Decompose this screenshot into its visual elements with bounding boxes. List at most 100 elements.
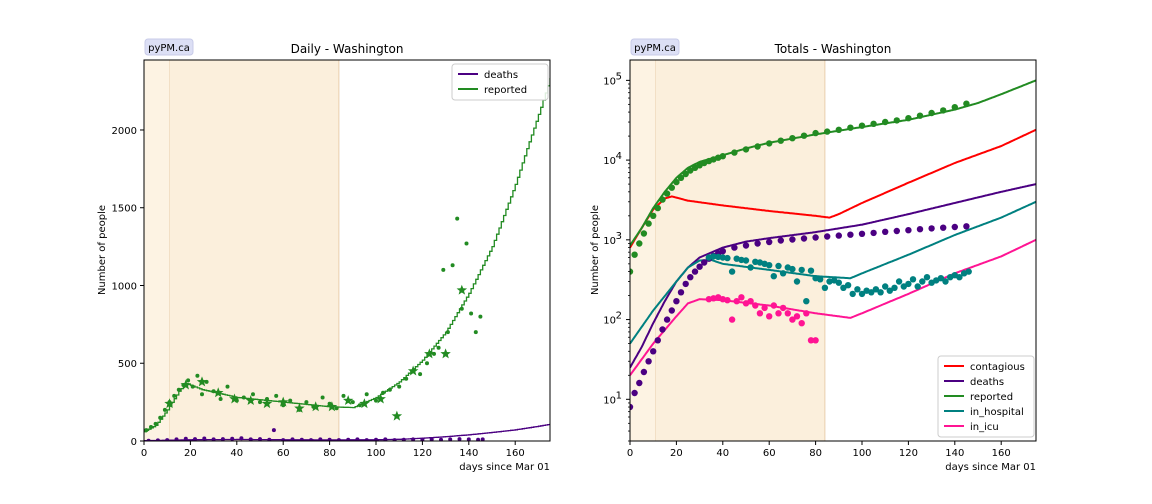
- x-tick-label: 40: [716, 448, 729, 459]
- data-point-deaths-daily: [267, 437, 272, 441]
- data-point-reported-data: [928, 109, 935, 117]
- data-point-reported-daily: [350, 400, 355, 405]
- data-point-in_hospital-data: [937, 275, 945, 282]
- data-point-deaths-daily: [230, 436, 235, 441]
- data-star-reported-weekly: [326, 401, 338, 412]
- y-tick-exponent: 2: [616, 311, 622, 322]
- data-star-reported-weekly: [359, 398, 370, 409]
- x-tick-label: 40: [230, 448, 243, 459]
- y-tick-label: 10: [603, 156, 616, 167]
- data-point-deaths-data: [687, 274, 694, 281]
- badge-box: [630, 38, 680, 56]
- data-point-reported-data: [893, 117, 900, 124]
- totals-chart-xlabel: days since Mar 01: [945, 462, 1036, 473]
- data-point-deaths-daily: [202, 436, 207, 441]
- data-point-reported-daily: [436, 345, 441, 350]
- data-point-deaths-data: [682, 280, 689, 288]
- data-point-reported-daily: [288, 398, 293, 403]
- data-point-reported-daily: [320, 395, 325, 400]
- data-point-reported-data: [847, 124, 854, 131]
- data-point-in_icu-data: [756, 310, 764, 317]
- data-point-in_hospital-data: [854, 286, 861, 293]
- y-tick-label: 2000: [112, 126, 137, 137]
- data-point-in_hospital-data: [835, 279, 842, 286]
- data-point-in_hospital-data: [817, 276, 824, 283]
- data-point-deaths-data: [835, 232, 842, 239]
- data-point-reported-daily: [469, 311, 474, 316]
- data-point-in_icu-data: [752, 302, 759, 309]
- data-point-in_hospital-data: [844, 282, 852, 289]
- data-point-deaths-data: [777, 237, 784, 244]
- data-point-reported-daily: [251, 392, 255, 397]
- x-tick-label: 120: [413, 448, 432, 459]
- data-point-reported-data: [766, 140, 773, 147]
- x-tick-label: 60: [763, 448, 776, 459]
- data-point-in_icu-data: [784, 310, 791, 317]
- data-point-deaths-daily: [336, 438, 341, 441]
- data-point-in_icu-data: [793, 313, 801, 320]
- data-point-reported-data: [631, 251, 638, 258]
- x-tick-label: 100: [852, 448, 871, 459]
- data-point-deaths-daily: [271, 428, 276, 433]
- data-point-in_icu-data: [766, 313, 773, 320]
- data-point-deaths-daily: [355, 437, 360, 441]
- data-point-reported-daily: [397, 384, 402, 389]
- y-tick-label: 1500: [112, 204, 137, 215]
- shaded-region: [169, 60, 339, 441]
- data-point-deaths-data: [673, 298, 680, 305]
- y-tick-label: 1000: [112, 281, 137, 292]
- data-point-deaths-daily: [165, 438, 170, 441]
- data-point-reported-data: [719, 153, 726, 160]
- totals-chart-ylabel: Number of people: [590, 205, 601, 295]
- data-point-in_hospital-data: [914, 283, 921, 290]
- legend-label-contagious: contagious: [970, 362, 1025, 373]
- data-point-deaths-data: [650, 348, 657, 355]
- totals-chart-badge: pyPM.ca: [630, 38, 680, 56]
- data-point-reported-daily: [144, 428, 149, 433]
- data-point-deaths-daily: [374, 437, 378, 441]
- data-point-deaths-data: [940, 224, 947, 231]
- badge-text: pyPM.ca: [634, 43, 676, 54]
- data-point-in_icu-data: [775, 310, 782, 317]
- data-point-deaths-data: [631, 389, 638, 397]
- data-point-in_hospital-data: [779, 270, 787, 277]
- data-star-reported-weekly: [278, 396, 289, 407]
- data-star-reported-weekly: [440, 348, 451, 359]
- data-point-in_hospital-data: [895, 278, 903, 285]
- data-point-reported-daily: [464, 241, 469, 246]
- data-point-deaths-daily: [309, 438, 313, 441]
- legend-label-in_hospital: in_hospital: [970, 407, 1024, 418]
- data-point-in_hospital-data: [882, 283, 889, 290]
- data-point-reported-daily: [190, 384, 195, 389]
- data-point-deaths-daily: [457, 437, 462, 441]
- data-point-reported-daily: [258, 400, 262, 405]
- data-point-deaths-daily: [211, 437, 216, 441]
- daily-chart: 0 20 40 60 80 100 120 140 160 0 500 1000 1500 2000 Da…: [97, 38, 551, 473]
- data-point-reported-data: [673, 178, 680, 186]
- data-point-reported-data: [742, 146, 750, 153]
- data-point-in_icu-data: [770, 302, 777, 309]
- data-point-in_hospital-data: [858, 290, 866, 298]
- data-point-in_hospital-data: [877, 289, 884, 296]
- daily-chart-xlabel: days since Mar 01: [459, 462, 550, 473]
- x-tick-label: 140: [945, 448, 964, 459]
- data-point-in_hospital-data: [868, 289, 875, 296]
- totals-chart-title: Totals - Washington: [774, 42, 892, 56]
- data-star-reported-weekly: [456, 284, 468, 295]
- x-tick-label: 60: [277, 448, 290, 459]
- data-point-deaths-data: [789, 236, 796, 243]
- data-point-in_icu-data: [733, 298, 740, 305]
- series-line-deaths: [630, 183, 1036, 369]
- data-point-in_hospital-data: [775, 262, 782, 270]
- data-point-reported-data: [630, 268, 634, 275]
- data-point-in_icu-data: [761, 304, 768, 312]
- data-point-in_hospital-data: [849, 290, 856, 298]
- data-point-deaths-daily: [420, 437, 425, 441]
- data-point-deaths-daily: [466, 437, 471, 441]
- data-point-in_icu-data: [803, 310, 810, 317]
- data-point-deaths-data: [691, 268, 699, 275]
- data-point-reported-daily: [304, 400, 309, 405]
- data-point-deaths-daily: [174, 437, 179, 441]
- data-point-reported-data: [687, 167, 694, 174]
